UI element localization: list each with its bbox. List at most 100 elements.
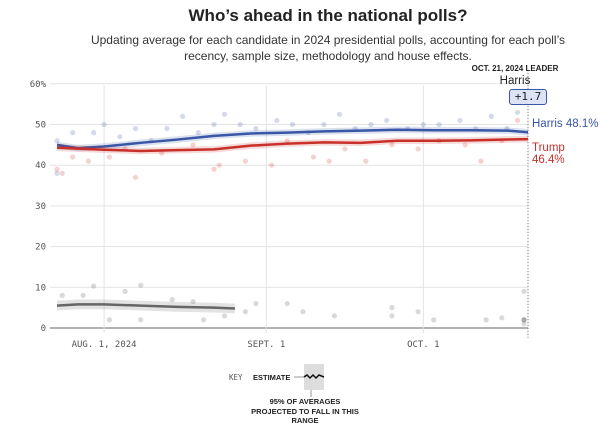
x-tick-label: OCT. 1	[407, 340, 440, 350]
poll-dot	[300, 309, 306, 315]
poll-dot	[85, 158, 91, 164]
poll-dot	[274, 117, 280, 124]
poll-dot	[284, 300, 290, 307]
key-estimate-label: ESTIMATE	[253, 373, 291, 382]
y-tick-label: 40	[35, 161, 46, 171]
poll-dot	[478, 158, 484, 164]
poll-dot	[462, 142, 468, 148]
poll-dot	[326, 158, 332, 164]
y-tick-label: 0	[41, 324, 46, 334]
poll-dot	[521, 321, 527, 327]
x-tick-label: SEPT. 1	[247, 340, 285, 350]
poll-dot	[420, 121, 426, 128]
poll-dot	[91, 283, 97, 289]
average-line	[56, 128, 529, 150]
poll-dot	[106, 317, 112, 323]
poll-dot	[289, 121, 296, 128]
poll-dot	[54, 166, 60, 172]
leader-margin-badge: +1.7	[509, 89, 547, 105]
poll-dot	[211, 121, 217, 128]
poll-dot	[415, 309, 421, 315]
poll-dot	[499, 315, 505, 321]
poll-dot	[521, 317, 527, 323]
poll-dot	[91, 130, 97, 136]
poll-dot	[389, 142, 395, 148]
y-tick-label: 10	[35, 283, 46, 293]
poll-dot	[54, 170, 60, 176]
poll-dot	[122, 288, 128, 294]
poll-dot	[521, 317, 527, 323]
key-label: KEY	[229, 373, 243, 382]
chart-subtitle: Updating average for each candidate in 2…	[90, 33, 566, 63]
poll-dot	[190, 298, 196, 305]
poll-dot	[368, 121, 374, 128]
uncertainty-band	[57, 126, 528, 152]
poll-dot	[200, 317, 207, 323]
y-tick-label: 50	[35, 121, 46, 131]
poll-dot	[190, 142, 196, 148]
poll-dot	[284, 138, 290, 144]
poll-dot	[138, 282, 144, 288]
poll-dot	[54, 138, 60, 144]
poll-dot	[268, 162, 275, 168]
poll-dot	[310, 154, 317, 160]
poll-dot	[138, 317, 144, 323]
poll-dot	[253, 125, 259, 132]
key-estimate-line	[303, 373, 325, 380]
poll-dot	[70, 154, 76, 160]
key-estimate-swatch	[294, 364, 325, 397]
poll-dot	[521, 317, 527, 323]
poll-dot	[436, 121, 442, 128]
poll-dot	[389, 305, 395, 311]
poll-dot	[321, 121, 327, 128]
poll-dot	[195, 130, 201, 136]
poll-dot	[415, 146, 421, 152]
poll-dot	[117, 134, 123, 140]
average-line	[56, 137, 529, 153]
poll-dot	[514, 117, 521, 124]
leader-name: Harris	[499, 75, 531, 87]
x-tick-label: AUG. 1, 2024	[72, 340, 137, 350]
poll-dot	[521, 288, 527, 294]
poll-dot	[132, 125, 139, 132]
poll-dot	[70, 130, 76, 136]
poll-dot	[221, 313, 228, 319]
poll-dot	[384, 117, 390, 124]
poll-dot	[331, 313, 337, 319]
y-tick-label: 20	[35, 243, 46, 253]
poll-dot	[59, 170, 65, 176]
poll-dot	[59, 292, 65, 299]
leader-date-label: OCT. 21, 2024 LEADER	[471, 64, 559, 73]
poll-dot	[216, 162, 222, 168]
key-range-note: 95% OF AVERAGES PROJECTED TO FALL IN THI…	[251, 397, 359, 423]
trump-end-label: Trump 46.4%	[532, 142, 565, 166]
poll-dot	[483, 317, 489, 323]
poll-dot	[211, 166, 217, 172]
poll-dot	[169, 296, 175, 303]
poll-dot	[80, 292, 86, 299]
y-tick-label: 60%	[30, 80, 47, 90]
average-line	[56, 303, 235, 310]
poll-dot	[106, 154, 112, 160]
poll-dot	[431, 317, 437, 323]
poll-dot	[342, 146, 348, 152]
poll-dot	[337, 111, 343, 117]
poll-dot	[457, 117, 463, 124]
poll-dot	[514, 109, 521, 115]
harris-end-label: Harris 48.1%	[532, 118, 599, 130]
poll-dot	[363, 158, 369, 164]
poll-dot	[488, 113, 494, 119]
poll-dot	[237, 121, 243, 128]
poll-dot	[242, 158, 248, 164]
poll-dot	[389, 313, 395, 319]
poll-dot	[221, 111, 228, 117]
poll-dot	[180, 113, 186, 119]
poll-dot	[132, 174, 139, 181]
poll-dot	[101, 121, 107, 128]
chart-title: Who’s ahead in the national polls?	[188, 6, 468, 25]
poll-dot	[242, 309, 248, 315]
poll-dot	[164, 125, 170, 132]
poll-dot	[253, 300, 259, 307]
